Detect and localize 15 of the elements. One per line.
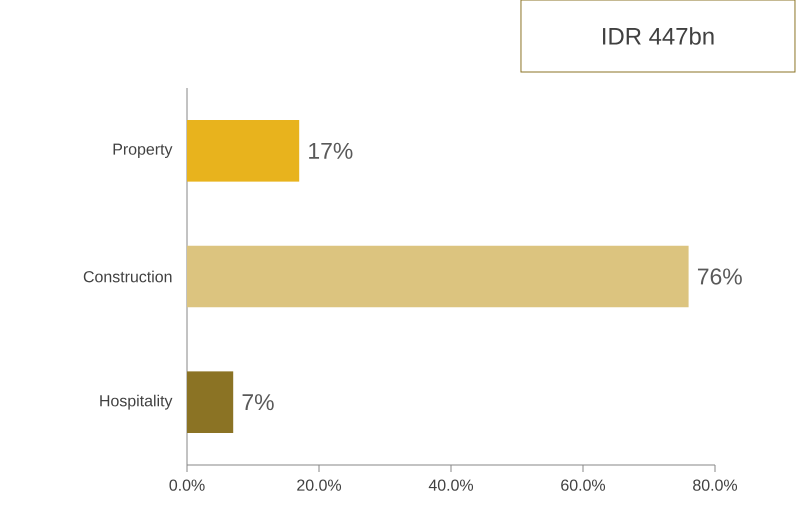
x-tick-label: 0.0% [169,480,205,491]
y-tick-label: Property [114,144,172,158]
bar [187,246,689,308]
bar [187,371,234,433]
y-tick-label: Hospitality [100,394,172,410]
x-tick-label: 40.0% [428,480,474,491]
data-label: 17% [309,142,352,159]
x-tick-label: 60.0% [561,480,606,491]
bar [187,120,300,182]
x-tick-label: 20.0% [297,480,342,491]
data-label: 7% [242,394,274,410]
x-tick-label: 80.0% [693,480,738,491]
text: IDR 447bn [603,27,714,45]
data-label: 76% [698,268,742,285]
y-tick-label: Construction [84,270,172,282]
